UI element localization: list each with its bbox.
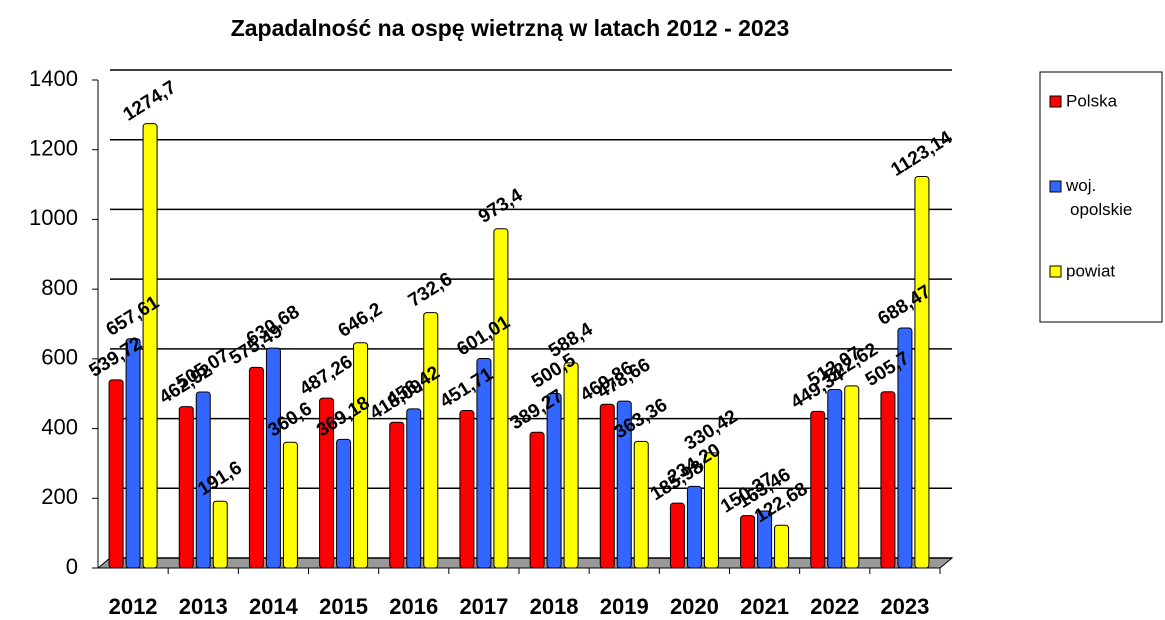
x-tick-label: 2020 [670,594,719,619]
bar [178,406,194,569]
y-tick-label: 1400 [29,66,78,91]
bar [476,358,492,569]
bar [774,524,790,569]
x-tick-label: 2016 [389,594,438,619]
bar [633,440,649,569]
x-tick-label: 2012 [109,594,158,619]
bar [686,485,702,569]
bar [195,391,211,569]
bar [914,176,930,569]
legend-label: woj. opolskie [1065,176,1132,219]
x-tick-label: 2014 [249,594,299,619]
bar [703,452,719,569]
bar [406,408,422,569]
chart-title: Zapadalność na ospę wietrzną w latach 20… [231,15,790,41]
legend-swatch [1049,265,1062,278]
x-tick-label: 2022 [810,594,859,619]
bar [563,362,579,569]
x-tick-label: 2023 [880,594,929,619]
value-label: 646,2 [335,299,386,342]
bar [880,391,896,569]
y-tick-label: 600 [41,345,78,370]
bar [459,410,475,569]
bar [529,431,545,569]
bar [319,397,335,569]
bar [827,389,843,569]
legend-label: powiat [1066,261,1115,280]
y-tick-label: 0 [66,554,78,579]
value-label: 732,6 [405,269,456,312]
y-tick-label: 400 [41,414,78,439]
value-label: 973,4 [475,185,527,228]
bar [353,342,369,569]
value-label: 1123,14 [887,127,956,181]
bar [125,338,141,569]
bar [282,441,298,569]
legend [1039,71,1163,323]
x-tick-label: 2019 [600,594,649,619]
bar [616,400,632,569]
bar [108,379,124,569]
legend-label: Polska [1066,91,1118,110]
bar [423,312,439,569]
y-tick-label: 200 [41,484,78,509]
value-label: 487,26 [296,351,356,400]
bar [248,366,264,569]
x-tick-label: 2015 [319,594,368,619]
legend-swatch [1049,180,1062,193]
bar [493,228,509,569]
bar [669,502,685,569]
value-label: 505,07 [173,345,233,394]
x-tick-label: 2021 [740,594,789,619]
bar [844,385,860,569]
bar [336,438,352,569]
bar [599,403,615,569]
bar [265,347,281,569]
legend-swatch [1049,95,1062,108]
bar [810,410,826,569]
y-tick-label: 1200 [29,136,78,161]
x-tick-label: 2013 [179,594,228,619]
value-label: 1274,7 [120,77,180,126]
bar [546,393,562,569]
bar [212,500,228,569]
y-tick-label: 800 [41,275,78,300]
x-tick-label: 2017 [459,594,508,619]
bar [142,123,158,569]
bar [897,327,913,569]
x-tick-label: 2018 [530,594,579,619]
bar [757,510,773,569]
bar [389,421,405,569]
bar [740,515,756,569]
y-tick-label: 1000 [29,205,78,230]
